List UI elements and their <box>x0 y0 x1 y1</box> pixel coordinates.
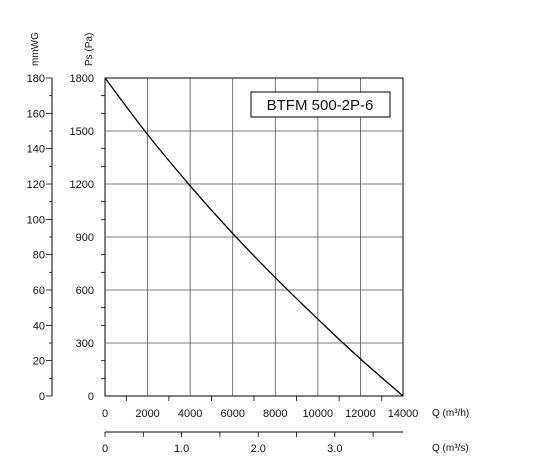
grid <box>105 78 403 396</box>
fan-curve-line <box>104 77 404 397</box>
series-group <box>104 77 404 397</box>
q-m3s-tick-label: 1.0 <box>174 443 189 455</box>
pa-tick-label: 1500 <box>70 126 94 138</box>
mmwg-tick-label: 20 <box>33 356 45 368</box>
q-m3s-tick-label: 0 <box>102 443 108 455</box>
mmwg-tick-label: 160 <box>27 108 45 120</box>
q-m3h-tick-label: 0 <box>102 408 108 420</box>
left-axis-mmwg: 0 20 40 60 80 100 120 140 160 180 <box>27 73 53 403</box>
q-m3h-tick-label: 8000 <box>263 408 287 420</box>
q-m3h-tick-label: 10000 <box>303 408 334 420</box>
q-m3h-tick-label: 14000 <box>388 408 419 420</box>
q-m3s-tick-label: 3.0 <box>327 443 342 455</box>
q-m3s-axis-title: Q (m³/s) <box>432 443 469 454</box>
pa-tick-label: 1800 <box>70 73 94 85</box>
model-label-box <box>250 91 391 118</box>
pa-tick-label: 600 <box>76 285 94 297</box>
pa-tick-label: 900 <box>76 232 94 244</box>
mmwg-tick-label: 100 <box>27 214 45 226</box>
model-label: BTFM 500-2P-6 <box>267 97 374 114</box>
pressure-axis-pa: 0 300 600 900 1200 1500 1800 <box>70 73 105 403</box>
pa-tick-label: 1200 <box>70 179 94 191</box>
q-m3h-tick-label: 4000 <box>178 408 202 420</box>
mmwg-tick-label: 80 <box>33 250 45 262</box>
q-m3h-tick-label: 12000 <box>345 408 376 420</box>
mmwg-tick-label: 140 <box>27 144 45 156</box>
q-m3h-tick-label: 6000 <box>220 408 244 420</box>
pa-tick-label: 0 <box>88 391 94 403</box>
q-m3s-tick-label: 2.0 <box>251 443 266 455</box>
bottom-axis-m3s: 0 1.0 2.0 3.0 <box>102 431 403 455</box>
mmwg-tick-label: 180 <box>27 73 45 85</box>
bottom-axis-m3h: 0 2000 4000 6000 8000 10000 12000 14000 <box>102 396 418 420</box>
pa-axis-title: Ps (Pa) <box>84 33 95 66</box>
mmwg-tick-label: 0 <box>39 391 45 403</box>
q-m3h-axis-title: Q (m³/h) <box>432 408 469 419</box>
pa-tick-label: 300 <box>76 338 94 350</box>
mmwg-axis-title: mmWG <box>30 32 41 66</box>
mmwg-tick-label: 120 <box>27 179 45 191</box>
mmwg-tick-label: 40 <box>33 320 45 332</box>
mmwg-tick-label: 60 <box>33 285 45 297</box>
q-m3h-tick-label: 2000 <box>135 408 159 420</box>
